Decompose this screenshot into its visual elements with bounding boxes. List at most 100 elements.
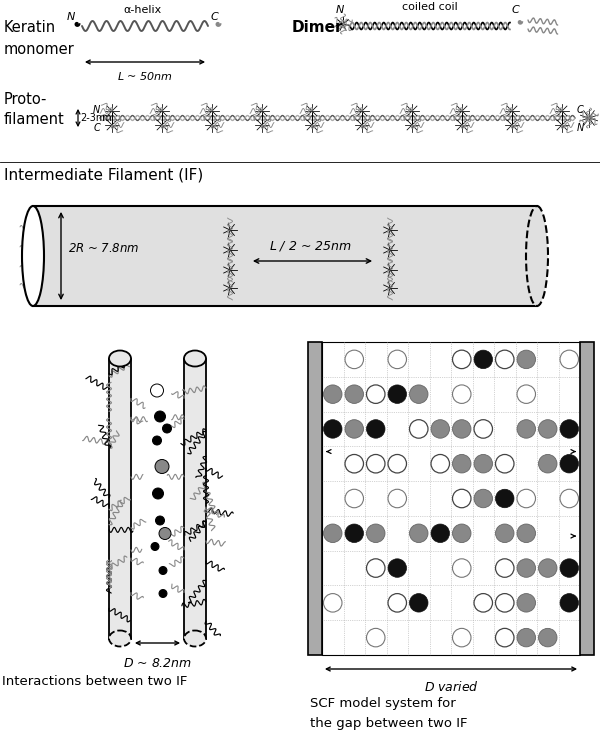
Circle shape xyxy=(431,454,449,473)
Circle shape xyxy=(388,385,406,404)
Circle shape xyxy=(367,385,385,404)
Text: $D$ ~ 8.2nm: $D$ ~ 8.2nm xyxy=(123,657,192,670)
Circle shape xyxy=(152,436,161,445)
Circle shape xyxy=(496,593,514,612)
Circle shape xyxy=(388,489,406,508)
Circle shape xyxy=(151,543,159,550)
Ellipse shape xyxy=(184,351,206,367)
Text: C: C xyxy=(512,5,520,15)
Text: N: N xyxy=(67,12,76,22)
Circle shape xyxy=(367,524,385,543)
Circle shape xyxy=(517,628,535,647)
Circle shape xyxy=(367,420,385,438)
Text: C: C xyxy=(577,105,584,115)
Circle shape xyxy=(345,350,364,369)
Circle shape xyxy=(345,420,364,438)
Circle shape xyxy=(431,524,449,543)
Circle shape xyxy=(517,420,535,438)
Bar xyxy=(109,358,131,639)
Text: Dimer: Dimer xyxy=(292,20,343,36)
Circle shape xyxy=(388,350,406,369)
Circle shape xyxy=(452,420,471,438)
Text: $L$ ~ 50nm: $L$ ~ 50nm xyxy=(117,70,173,82)
Circle shape xyxy=(560,593,578,612)
Text: Interactions between two IF: Interactions between two IF xyxy=(2,675,187,688)
Circle shape xyxy=(496,628,514,647)
Circle shape xyxy=(560,420,578,438)
Circle shape xyxy=(159,566,167,575)
Circle shape xyxy=(323,593,342,612)
Circle shape xyxy=(152,488,163,499)
Circle shape xyxy=(345,454,364,473)
Text: monomer: monomer xyxy=(4,42,75,57)
Text: N: N xyxy=(336,5,344,15)
Text: $L$ / 2 ~ 25nm: $L$ / 2 ~ 25nm xyxy=(269,239,352,253)
Circle shape xyxy=(410,593,428,612)
Circle shape xyxy=(345,385,364,404)
Circle shape xyxy=(155,411,166,422)
Circle shape xyxy=(560,350,578,369)
Circle shape xyxy=(163,424,172,433)
Circle shape xyxy=(159,590,167,597)
Circle shape xyxy=(367,559,385,578)
Text: C: C xyxy=(211,12,219,22)
Circle shape xyxy=(539,628,557,647)
Circle shape xyxy=(452,489,471,508)
Circle shape xyxy=(560,489,578,508)
Text: filament: filament xyxy=(4,113,65,128)
Circle shape xyxy=(517,489,535,508)
Text: C: C xyxy=(93,123,100,133)
Circle shape xyxy=(539,454,557,473)
Circle shape xyxy=(367,454,385,473)
Circle shape xyxy=(496,350,514,369)
Bar xyxy=(580,342,594,655)
Bar xyxy=(184,358,206,639)
Text: 2-3nm: 2-3nm xyxy=(80,113,112,123)
Text: α-helix: α-helix xyxy=(124,5,162,15)
Circle shape xyxy=(410,420,428,438)
Circle shape xyxy=(474,489,493,508)
Circle shape xyxy=(560,559,578,578)
Text: Intermediate Filament (IF): Intermediate Filament (IF) xyxy=(4,168,203,183)
Circle shape xyxy=(151,384,163,397)
Circle shape xyxy=(159,528,171,540)
Circle shape xyxy=(452,559,471,578)
Circle shape xyxy=(388,454,406,473)
Circle shape xyxy=(560,454,578,473)
Circle shape xyxy=(388,559,406,578)
Text: Keratin: Keratin xyxy=(4,20,56,36)
Circle shape xyxy=(323,385,342,404)
Circle shape xyxy=(323,420,342,438)
Ellipse shape xyxy=(184,631,206,646)
Circle shape xyxy=(517,350,535,369)
Circle shape xyxy=(367,628,385,647)
Ellipse shape xyxy=(109,631,131,646)
Text: SCF model system for: SCF model system for xyxy=(310,697,456,710)
Text: 2$R$ ~ 7.8nm: 2$R$ ~ 7.8nm xyxy=(68,241,139,255)
Circle shape xyxy=(155,516,164,525)
Text: $D$ varied: $D$ varied xyxy=(424,680,478,694)
Circle shape xyxy=(323,524,342,543)
Text: the gap between two IF: the gap between two IF xyxy=(310,717,467,730)
Text: N: N xyxy=(577,123,584,133)
Text: N: N xyxy=(93,105,100,115)
Circle shape xyxy=(474,593,493,612)
Circle shape xyxy=(496,489,514,508)
Bar xyxy=(33,206,537,306)
Circle shape xyxy=(452,350,471,369)
Circle shape xyxy=(345,524,364,543)
Circle shape xyxy=(539,420,557,438)
Circle shape xyxy=(452,524,471,543)
Circle shape xyxy=(155,460,169,473)
Circle shape xyxy=(410,385,428,404)
Circle shape xyxy=(410,524,428,543)
Text: coiled coil: coiled coil xyxy=(402,2,458,12)
Circle shape xyxy=(452,628,471,647)
Circle shape xyxy=(345,489,364,508)
Circle shape xyxy=(517,524,535,543)
Circle shape xyxy=(496,559,514,578)
Ellipse shape xyxy=(526,206,548,306)
Circle shape xyxy=(517,559,535,578)
Circle shape xyxy=(517,593,535,612)
Circle shape xyxy=(496,524,514,543)
